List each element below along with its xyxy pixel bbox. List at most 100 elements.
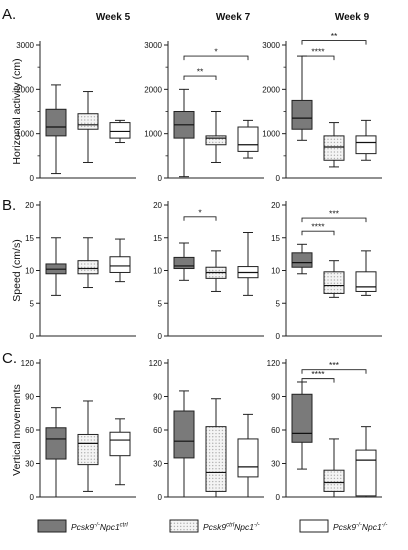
column-title-3: Week 9	[335, 12, 370, 23]
y-tick-label: 30	[271, 460, 280, 469]
significance-label: **	[331, 31, 338, 41]
y-tick-label: 0	[276, 493, 281, 502]
y-tick-label: 30	[25, 460, 34, 469]
box-iqr	[323, 469, 345, 492]
box-iqr	[45, 108, 67, 137]
y-tick-label: 1000	[144, 130, 162, 139]
significance-label: ***	[329, 209, 340, 219]
y-tick-label: 0	[276, 332, 281, 341]
column-title-1: Week 5	[96, 12, 131, 23]
y-tick-label: 2000	[16, 85, 34, 94]
legend-swatch	[37, 519, 67, 533]
significance-bracket	[301, 230, 335, 236]
row-label-c: C.	[2, 350, 17, 367]
y-tick-label: 10	[25, 267, 34, 276]
y-tick-label: 0	[158, 174, 163, 183]
y-tick-label: 5	[276, 299, 281, 308]
y-tick-label: 120	[267, 359, 281, 368]
row-label-a: A.	[2, 6, 16, 23]
box-iqr	[173, 256, 195, 270]
y-tick-label: 120	[149, 359, 163, 368]
y-tick-label: 120	[21, 359, 35, 368]
significance-bracket	[183, 75, 217, 81]
box-iqr	[323, 135, 345, 161]
y-tick-label: 0	[30, 332, 35, 341]
significance-bracket	[301, 40, 367, 45]
box-iqr	[355, 135, 377, 155]
y-tick-label: 0	[30, 493, 35, 502]
y-tick-label: 5	[158, 299, 163, 308]
box-iqr	[109, 256, 131, 273]
y-axis-label: Speed (cm/s)	[11, 239, 23, 301]
significance-label: *	[198, 207, 202, 217]
box-iqr	[45, 427, 67, 460]
y-tick-label: 90	[25, 393, 34, 402]
y-tick-label: 60	[153, 426, 162, 435]
y-tick-label: 0	[158, 332, 163, 341]
box-iqr	[237, 126, 259, 152]
significance-bracket	[183, 216, 217, 221]
box-iqr	[109, 431, 131, 457]
significance-bracket	[301, 378, 335, 383]
significance-label: ****	[311, 47, 325, 57]
y-tick-label: 15	[271, 234, 280, 243]
significance-label: **	[197, 67, 204, 77]
y-tick-label: 0	[158, 493, 163, 502]
y-tick-label: 10	[271, 267, 280, 276]
box-iqr	[355, 271, 377, 292]
box-iqr	[291, 99, 313, 130]
box-iqr	[77, 113, 99, 130]
legend-label: Pcsk9-/-Npc1-/-	[333, 522, 387, 532]
y-tick-label: 10	[153, 267, 162, 276]
box-iqr	[109, 122, 131, 139]
y-tick-label: 15	[153, 234, 162, 243]
y-tick-label: 2000	[144, 85, 162, 94]
y-tick-label: 15	[25, 234, 34, 243]
significance-label: ***	[329, 360, 340, 370]
y-tick-label: 0	[30, 174, 35, 183]
significance-bracket	[301, 369, 367, 374]
y-tick-label: 90	[271, 393, 280, 402]
y-tick-label: 3000	[144, 41, 162, 50]
y-tick-label: 3000	[16, 41, 34, 50]
y-tick-label: 20	[271, 201, 280, 210]
legend-swatch	[169, 519, 199, 533]
y-tick-label: 2000	[262, 85, 280, 94]
box-iqr	[323, 271, 345, 294]
y-tick-label: 60	[271, 426, 280, 435]
box-iqr	[291, 393, 313, 443]
box-iqr	[291, 252, 313, 268]
column-title-2: Week 7	[216, 12, 251, 23]
y-tick-label: 3000	[262, 41, 280, 50]
y-tick-label: 60	[25, 426, 34, 435]
y-axis-label: Horizontal activity (cm)	[11, 58, 23, 164]
row-label-b: B.	[2, 197, 16, 214]
significance-label: ****	[311, 222, 325, 232]
box-iqr	[205, 135, 227, 146]
box-iqr	[237, 438, 259, 478]
box-iqr	[77, 260, 99, 275]
significance-bracket	[183, 55, 249, 61]
legend-swatch	[299, 519, 329, 533]
significance-label: *	[214, 47, 218, 57]
y-tick-label: 30	[153, 460, 162, 469]
significance-bracket	[301, 55, 335, 61]
y-axis-label: Vertical movements	[11, 384, 23, 476]
box-iqr	[77, 433, 99, 466]
y-tick-label: 0	[276, 174, 281, 183]
significance-bracket	[301, 217, 367, 223]
y-tick-label: 20	[25, 201, 34, 210]
y-tick-label: 90	[153, 393, 162, 402]
box-iqr	[355, 449, 377, 497]
y-tick-label: 20	[153, 201, 162, 210]
y-tick-label: 1000	[16, 130, 34, 139]
box-iqr	[173, 410, 195, 459]
box-iqr	[205, 426, 227, 492]
significance-label: ****	[311, 369, 325, 379]
legend-label: Pcsk9ctrlNpc1-/-	[203, 522, 260, 532]
legend-label: Pcsk9-/-Npc1ctrl	[71, 522, 128, 532]
y-tick-label: 5	[30, 299, 35, 308]
y-tick-label: 1000	[262, 130, 280, 139]
